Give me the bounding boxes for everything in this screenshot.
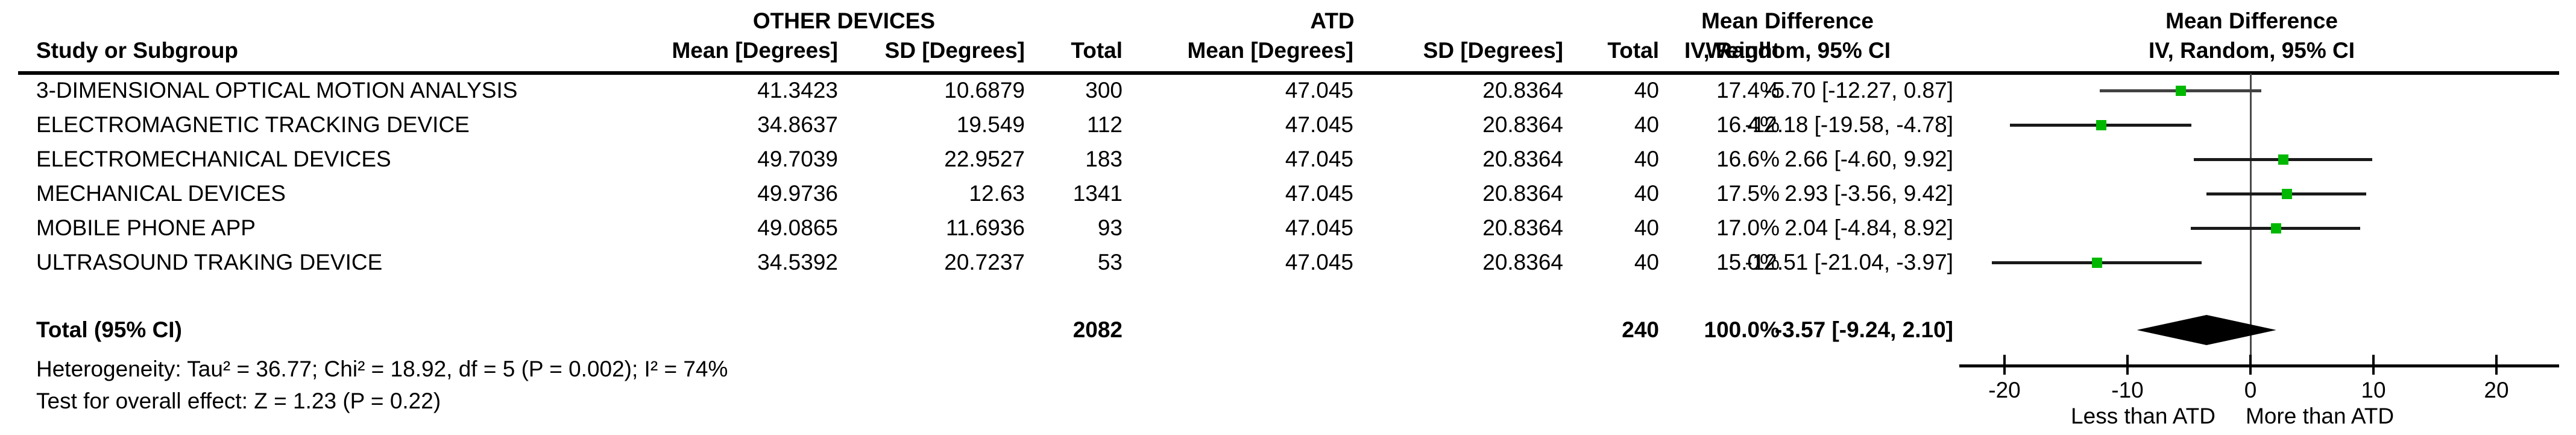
- total-other-cell: 1341: [1072, 181, 1123, 206]
- effect-marker: [2281, 189, 2292, 199]
- column-header-weight: Weight: [1705, 38, 1780, 63]
- mean-atd-cell: 47.045: [1285, 215, 1353, 240]
- sd-other-cell: 11.6936: [946, 215, 1025, 240]
- weight-cell: 16.6%: [1716, 147, 1780, 171]
- column-header-sd-atd: SD [Degrees]: [1423, 38, 1563, 63]
- effect-marker: [2091, 258, 2102, 268]
- column-header-study: Study or Subgroup: [36, 38, 239, 63]
- sd-other-cell: 10.6879: [944, 78, 1025, 103]
- axis-tick-label: 10: [2361, 378, 2386, 402]
- overall-effect-note: Test for overall effect: Z = 1.23 (P = 0…: [36, 389, 441, 413]
- axis-tick-label: 20: [2484, 378, 2509, 402]
- header-rule: [18, 71, 2559, 75]
- effect-marker: [2278, 154, 2289, 165]
- weight-cell: 17.5%: [1716, 181, 1780, 206]
- study-cell: ELECTROMECHANICAL DEVICES: [36, 147, 391, 171]
- total-atd-cell: 40: [1634, 147, 1659, 171]
- sd-other-cell: 19.549: [956, 112, 1025, 137]
- axis-tick-label: 0: [2244, 378, 2257, 402]
- effect-marker: [2175, 86, 2186, 96]
- sd-atd-cell: 20.8364: [1482, 78, 1563, 103]
- total-atd-cell: 40: [1634, 250, 1659, 275]
- column-header-mean-atd: Mean [Degrees]: [1187, 38, 1353, 63]
- weight-cell: 16.4%: [1716, 112, 1780, 137]
- total-other-cell: 183: [1085, 147, 1123, 171]
- weight-cell: 17.0%: [1716, 215, 1780, 240]
- ci-text-cell: -12.51 [-21.04, -3.97]: [1745, 250, 1953, 275]
- sd-other-cell: 22.9527: [944, 147, 1025, 171]
- total-row-n-atd: 240: [1622, 317, 1659, 342]
- axis-tick-label: -10: [2111, 378, 2144, 402]
- sd-atd-cell: 20.8364: [1482, 215, 1563, 240]
- ci-text-cell: -5.70 [-12.27, 0.87]: [1765, 78, 1953, 103]
- sd-other-cell: 20.7237: [944, 250, 1025, 275]
- sd-atd-cell: 20.8364: [1482, 112, 1563, 137]
- axis-tick: [2372, 355, 2375, 375]
- weight-cell: 17.4%: [1716, 78, 1780, 103]
- axis-line: [1959, 364, 2559, 367]
- heterogeneity-note: Heterogeneity: Tau² = 36.77; Chi² = 18.9…: [36, 357, 728, 381]
- ci-text-cell: -12.18 [-19.58, -4.78]: [1745, 112, 1953, 137]
- mean-other-cell: 49.9736: [757, 181, 838, 206]
- mean-other-cell: 41.3423: [757, 78, 838, 103]
- total-row-ci: -3.57 [-9.24, 2.10]: [1774, 317, 1953, 342]
- md-text-header-line1: Mean Difference: [1701, 8, 1874, 33]
- total-row-n-other: 2082: [1072, 317, 1123, 342]
- mean-other-cell: 34.5392: [757, 250, 838, 275]
- ci-text-cell: 2.04 [-4.84, 8.92]: [1784, 215, 1953, 240]
- weight-cell: 15.0%: [1716, 250, 1780, 275]
- sd-atd-cell: 20.8364: [1482, 147, 1563, 171]
- study-cell: ULTRASOUND TRAKING DEVICE: [36, 250, 383, 275]
- effect-marker: [2270, 223, 2281, 233]
- total-other-cell: 112: [1087, 112, 1123, 137]
- mean-atd-cell: 47.045: [1285, 78, 1353, 103]
- total-other-cell: 53: [1097, 250, 1123, 275]
- md-plot-header-line2: IV, Random, 95% CI: [2148, 38, 2355, 63]
- total-atd-cell: 40: [1634, 78, 1659, 103]
- ci-text-cell: 2.93 [-3.56, 9.42]: [1784, 181, 1953, 206]
- column-header-sd-other: SD [Degrees]: [884, 38, 1025, 63]
- md-plot-header-line1: Mean Difference: [2165, 8, 2338, 33]
- axis-tick-label: -20: [1988, 378, 2021, 402]
- total-atd-cell: 40: [1634, 112, 1659, 137]
- mean-atd-cell: 47.045: [1285, 181, 1353, 206]
- axis-tick: [2003, 355, 2006, 375]
- group-header-other-devices: OTHER DEVICES: [752, 8, 936, 33]
- total-row-weight: 100.0%: [1704, 317, 1780, 342]
- total-atd-cell: 40: [1634, 181, 1659, 206]
- mean-atd-cell: 47.045: [1285, 112, 1353, 137]
- study-cell: ELECTROMAGNETIC TRACKING DEVICE: [36, 112, 470, 137]
- total-other-cell: 93: [1097, 215, 1123, 240]
- mean-other-cell: 49.7039: [757, 147, 838, 171]
- column-header-total-other: Total: [1071, 38, 1123, 63]
- column-header-mean-other: Mean [Degrees]: [672, 38, 838, 63]
- total-row-label: Total (95% CI): [36, 317, 182, 342]
- ci-text-cell: 2.66 [-4.60, 9.92]: [1784, 147, 1953, 171]
- column-header-total-atd: Total: [1607, 38, 1659, 63]
- sd-atd-cell: 20.8364: [1482, 181, 1563, 206]
- axis-label-left: Less than ATD: [2071, 404, 2215, 428]
- mean-other-cell: 34.8637: [757, 112, 838, 137]
- effect-marker: [2096, 120, 2106, 130]
- sd-atd-cell: 20.8364: [1482, 250, 1563, 275]
- axis-tick: [2495, 355, 2498, 375]
- mean-other-cell: 49.0865: [757, 215, 838, 240]
- study-cell: MOBILE PHONE APP: [36, 215, 256, 240]
- total-other-cell: 300: [1085, 78, 1123, 103]
- mean-atd-cell: 47.045: [1285, 250, 1353, 275]
- zero-line: [2250, 74, 2252, 367]
- study-cell: 3-DIMENSIONAL OPTICAL MOTION ANALYSIS: [36, 78, 518, 103]
- group-header-atd: ATD: [1310, 8, 1355, 33]
- axis-tick: [2126, 355, 2129, 375]
- axis-tick: [2249, 355, 2252, 375]
- md-text-header-line2: IV, Random, 95% CI: [1684, 38, 1891, 63]
- axis-label-right: More than ATD: [2246, 404, 2395, 428]
- study-cell: MECHANICAL DEVICES: [36, 181, 286, 206]
- mean-atd-cell: 47.045: [1285, 147, 1353, 171]
- summary-diamond: [2137, 315, 2276, 345]
- forest-plot-graph: -20 -10 0 10 20 Less than ATD More than ATD: [1956, 0, 2565, 435]
- total-atd-cell: 40: [1634, 215, 1659, 240]
- sd-other-cell: 12.63: [969, 181, 1025, 206]
